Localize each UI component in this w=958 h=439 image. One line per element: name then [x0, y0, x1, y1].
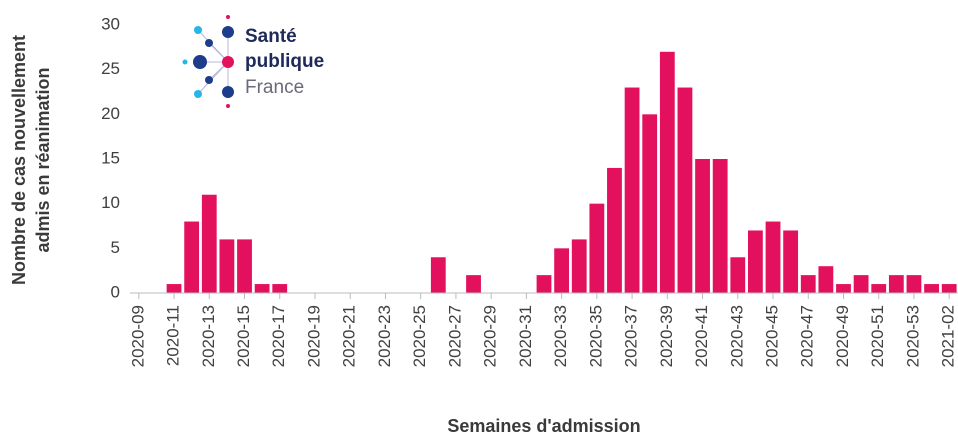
bar: [748, 230, 763, 293]
logo-dot: [205, 39, 213, 47]
logo-text: publique: [245, 51, 324, 72]
bar: [783, 230, 799, 293]
bar: [906, 275, 922, 293]
y-tick-label: 15: [101, 148, 120, 167]
x-tick-label: 2020-53: [903, 305, 922, 367]
x-tick-label: 2020-09: [128, 305, 147, 367]
bar: [430, 257, 446, 293]
bar: [201, 194, 217, 293]
x-tick-label: 2020-17: [269, 305, 288, 367]
logo-dot: [182, 59, 188, 65]
bar: [800, 275, 816, 293]
y-axis-title: Nombre de cas nouvellement: [9, 35, 29, 285]
x-axis-title: Semaines d'admission: [447, 416, 640, 436]
bar: [730, 257, 746, 293]
bar: [677, 87, 693, 294]
bar: [554, 248, 570, 293]
bar: [871, 284, 887, 293]
y-tick-label: 25: [101, 59, 120, 78]
x-tick-label: 2020-51: [868, 305, 887, 367]
bar: [836, 284, 851, 293]
y-axis-title: admis en réanimation: [33, 67, 53, 252]
y-tick-label: 10: [101, 193, 120, 212]
x-tick-label: 2020-27: [445, 305, 464, 367]
bar: [941, 284, 957, 293]
bar: [466, 275, 481, 293]
x-tick-label: 2020-15: [234, 305, 253, 367]
x-tick-label: 2020-37: [622, 305, 641, 367]
x-tick-label: 2020-41: [692, 305, 711, 367]
logo-text: Santé: [245, 26, 297, 47]
logo-dot: [205, 76, 213, 84]
bar: [624, 87, 640, 294]
bar: [659, 51, 675, 293]
bar: [536, 275, 552, 293]
logo-dot: [226, 104, 230, 108]
bar: [272, 284, 288, 293]
bar: [642, 114, 658, 293]
x-tick-label: 2020-33: [551, 305, 570, 367]
logo-dot: [194, 26, 202, 34]
y-tick-label: 20: [101, 104, 120, 123]
bar: [237, 239, 252, 293]
bar: [219, 239, 235, 293]
y-tick-label: 0: [111, 282, 120, 301]
x-tick-label: 2020-25: [410, 305, 429, 367]
bar: [888, 275, 904, 293]
bar: [695, 159, 710, 293]
bar: [254, 284, 270, 293]
y-tick-label: 30: [101, 14, 120, 33]
logo: Santé publique France: [182, 15, 324, 108]
bar: [712, 159, 728, 293]
y-tick-label: 5: [111, 238, 120, 257]
bar: [571, 239, 587, 293]
bar: [589, 203, 605, 293]
logo-text: France: [245, 77, 304, 98]
x-tick-label: 2020-19: [304, 305, 323, 367]
x-tick-label: 2020-11: [164, 305, 183, 366]
x-tick-label: 2020-49: [833, 305, 852, 367]
bar: [853, 275, 869, 293]
bar: [924, 284, 939, 293]
x-tick-label: 2020-31: [516, 305, 535, 367]
x-tick-label: 2020-23: [375, 305, 394, 367]
bar: [818, 266, 834, 293]
x-tick-label: 2020-35: [586, 305, 605, 367]
logo-dot: [222, 86, 234, 98]
logo-dot: [194, 90, 202, 98]
bar: [607, 167, 622, 293]
x-tick-label: 2020-39: [657, 305, 676, 367]
bar: [166, 284, 182, 293]
x-tick-label: 2020-43: [727, 305, 746, 367]
logo-dot: [222, 56, 234, 68]
logo-dot: [193, 55, 207, 69]
x-tick-label: 2020-13: [199, 305, 218, 367]
x-tick-label: 2020-29: [481, 305, 500, 367]
x-tick-label: 2020-45: [763, 305, 782, 367]
x-tick-label: 2020-47: [798, 305, 817, 367]
x-tick-label: 2020-21: [340, 305, 359, 367]
x-tick-label: 2021-02: [939, 305, 958, 367]
logo-dot: [226, 15, 230, 19]
bar: [765, 221, 781, 293]
logo-dot: [222, 26, 234, 38]
bar: [184, 221, 200, 293]
